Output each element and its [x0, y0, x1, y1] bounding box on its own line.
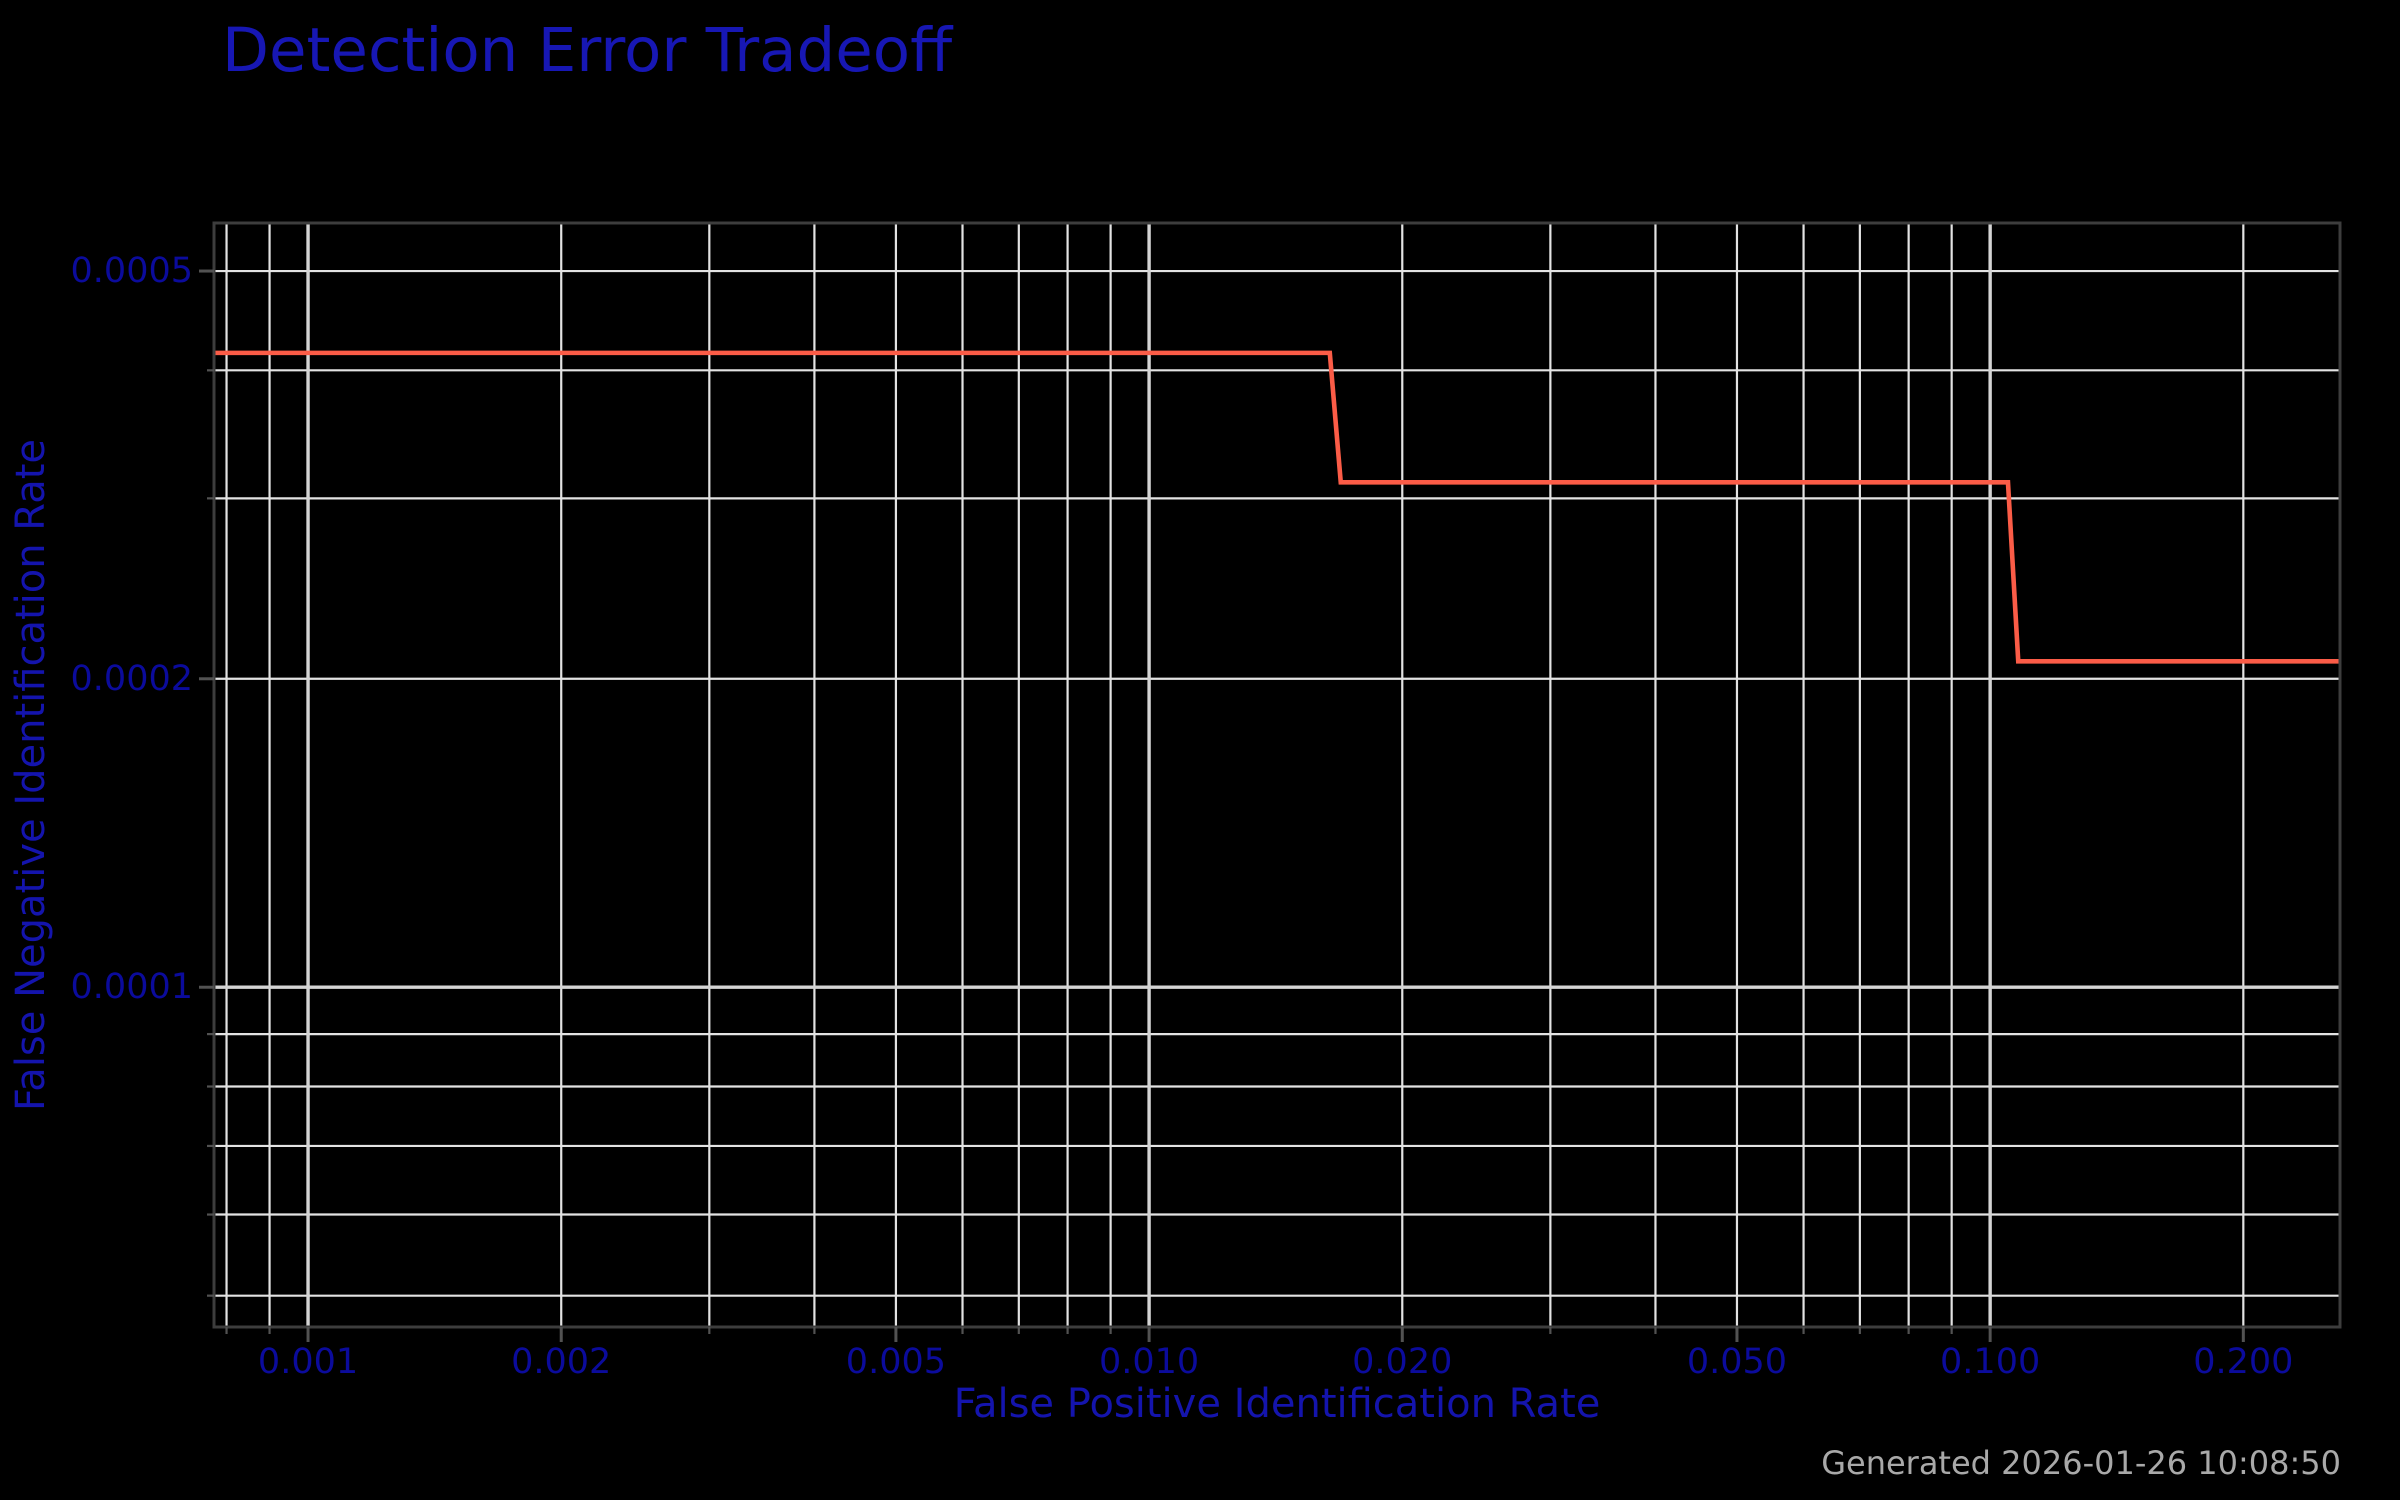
y-tick-label: 0.0002	[70, 658, 193, 699]
gridlines-major	[214, 223, 2340, 1327]
y-axis-label: False Negative Identification Rate	[8, 438, 54, 1112]
x-tick-label: 0.001	[257, 1342, 359, 1382]
plot-border	[212, 221, 2342, 1329]
gridlines-minor	[214, 223, 2340, 1327]
det-curve	[214, 350, 2340, 664]
x-tick-label: 0.010	[1098, 1342, 1200, 1382]
axis-tick-marks	[199, 269, 2245, 1342]
x-tick-label: 0.050	[1686, 1342, 1788, 1382]
x-axis-label: False Positive Identification Rate	[953, 1381, 1601, 1427]
x-tick-label: 0.005	[845, 1342, 947, 1382]
x-tick-label: 0.200	[2193, 1342, 2294, 1382]
y-tick-label: 0.0001	[70, 967, 193, 1008]
x-tick-label: 0.002	[511, 1342, 612, 1382]
chart-title: Detection Error Tradeoff	[222, 15, 953, 86]
x-tick-label: 0.100	[1940, 1342, 2041, 1382]
x-tick-label: 0.020	[1352, 1342, 1453, 1382]
y-tick-label: 0.0005	[70, 251, 193, 292]
det-curve-line	[214, 350, 2340, 664]
generated-timestamp: Generated 2026-01-26 10:08:50	[1821, 1444, 2341, 1482]
